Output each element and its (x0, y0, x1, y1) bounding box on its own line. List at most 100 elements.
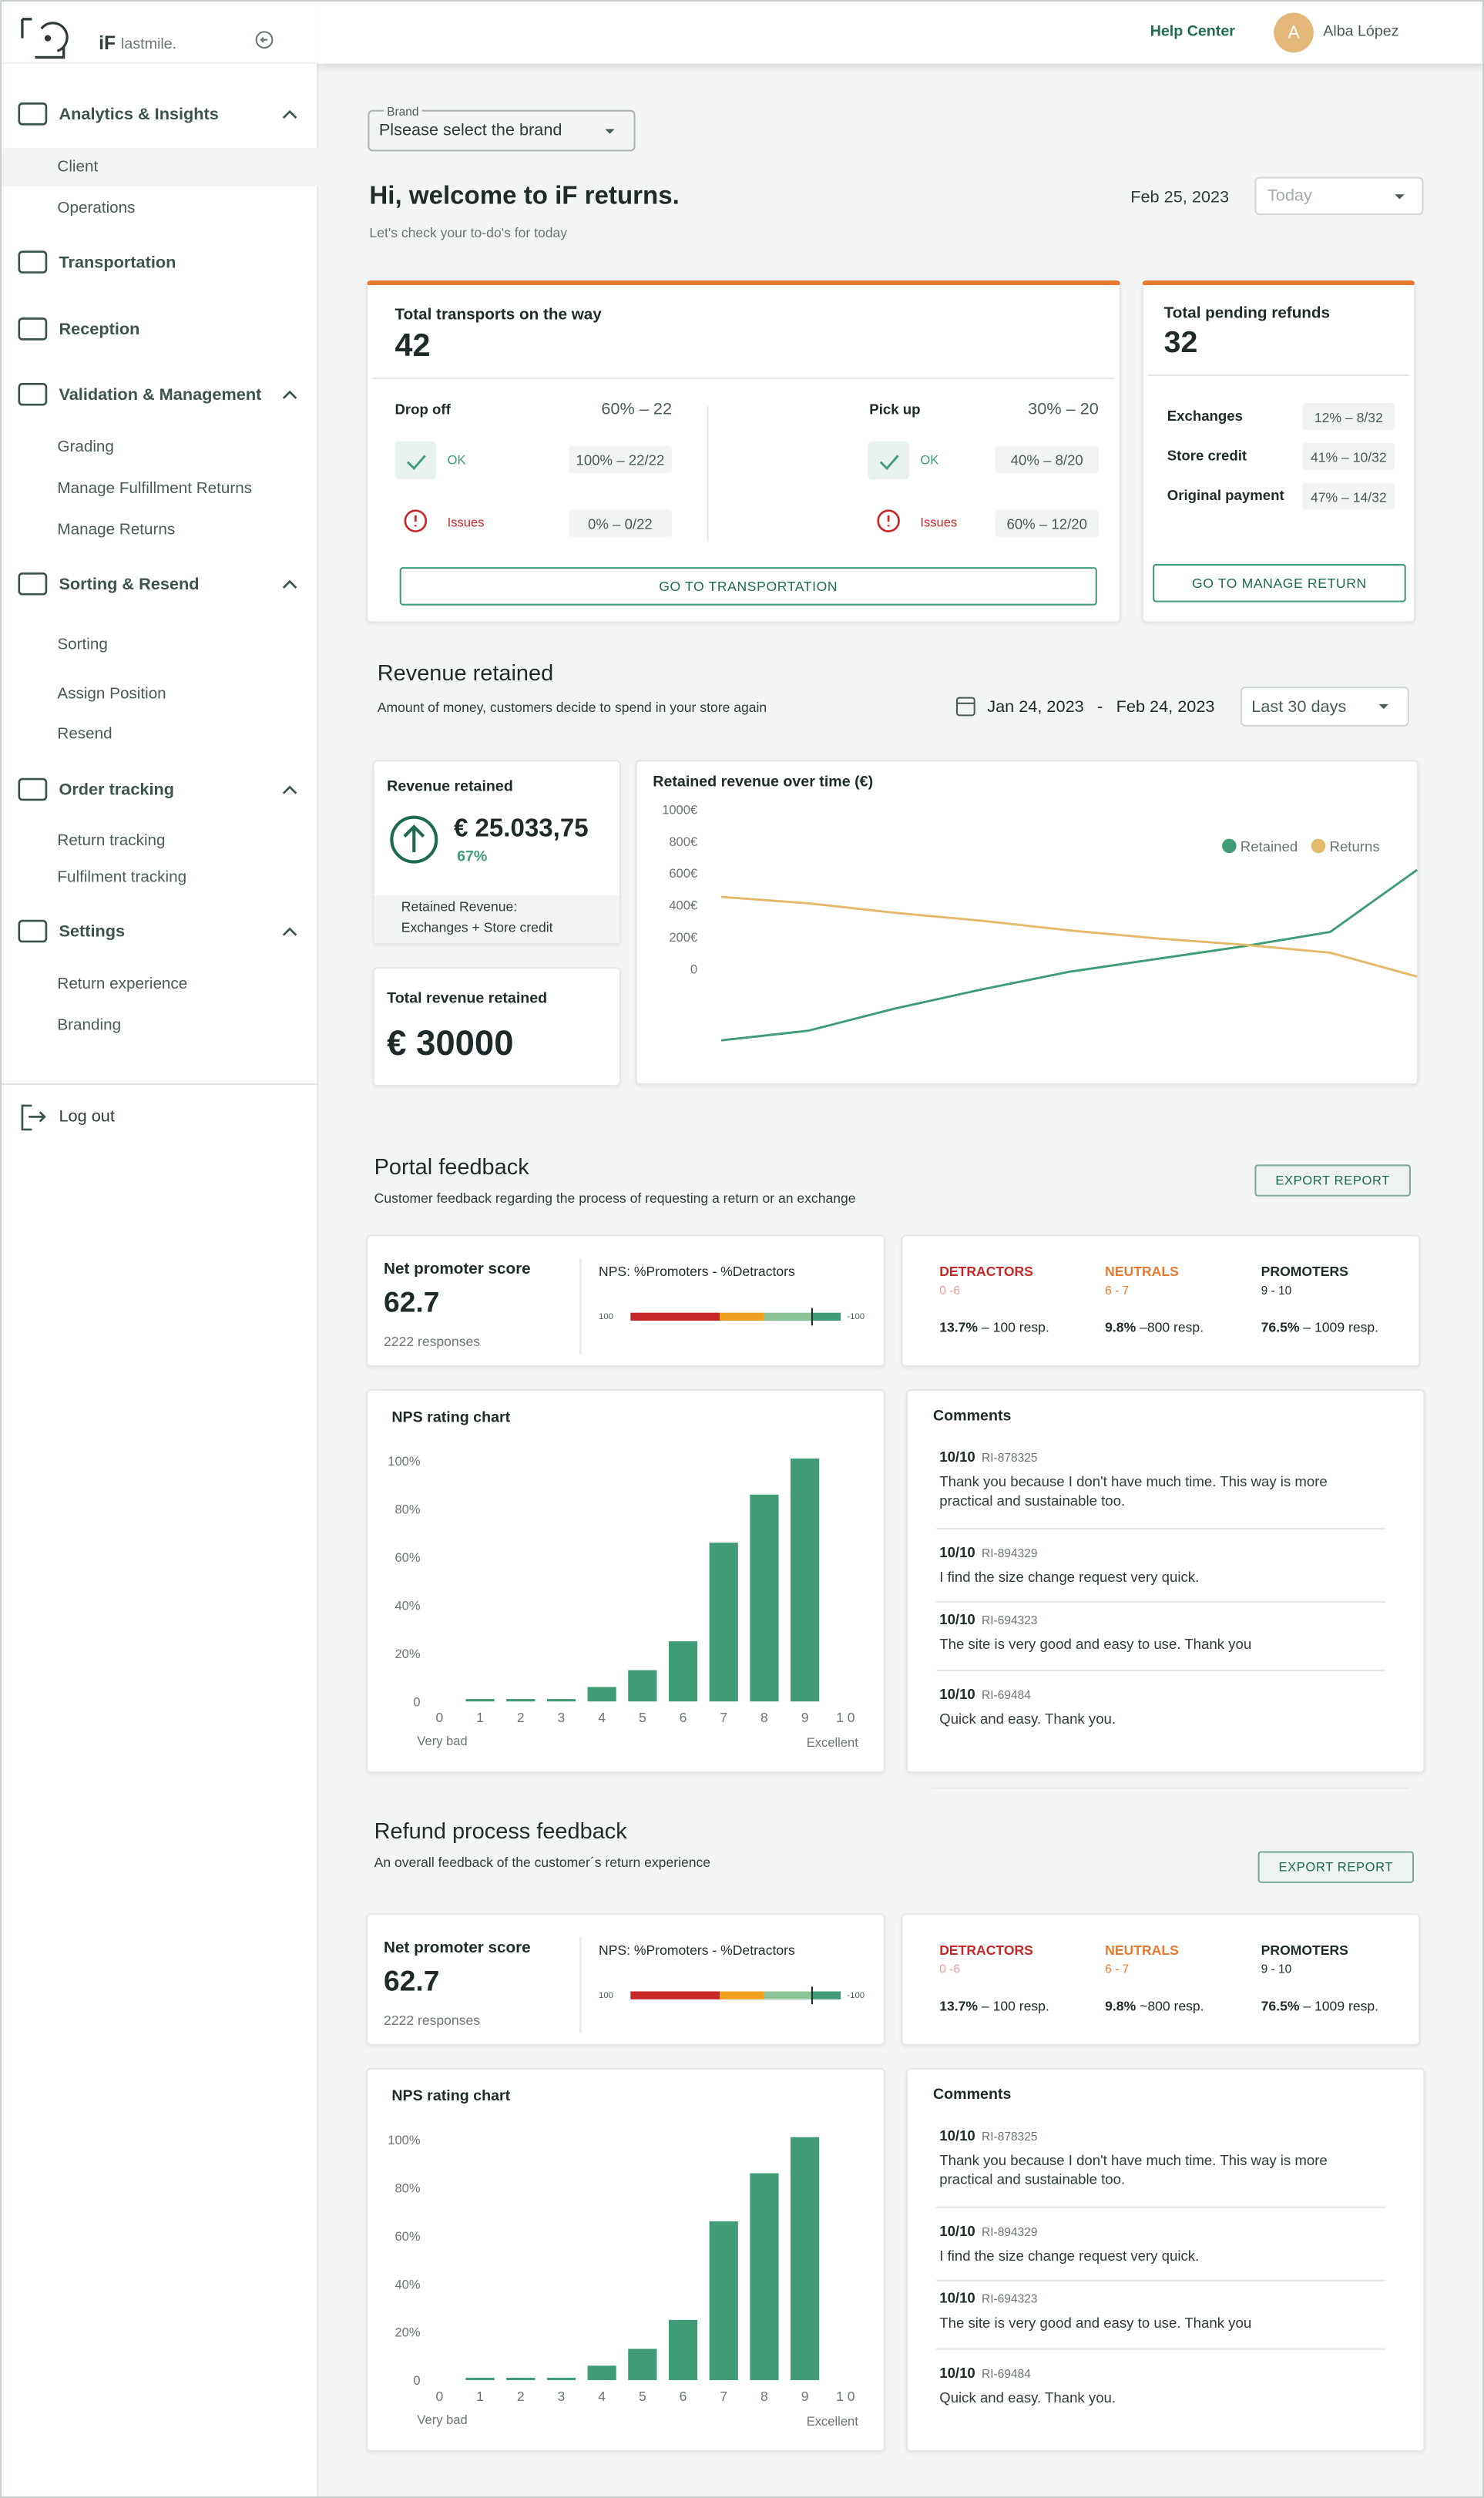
menu-section[interactable]: Settings (59, 922, 126, 942)
x-max-label: Excellent (806, 1735, 858, 1751)
group-percent: 76.5% (1261, 1997, 1300, 2014)
section-subtitle: Customer feedback regarding the process … (374, 1190, 856, 1207)
comment-text: I find the size change request very quic… (939, 1569, 1200, 1586)
user-name[interactable]: Alba López (1323, 22, 1399, 41)
card-title: Revenue retained (387, 778, 513, 796)
comment-text: Quick and easy. Thank you. (939, 2389, 1116, 2406)
export-button[interactable] (1257, 1851, 1415, 1883)
menu-section[interactable]: Order tracking (59, 781, 174, 800)
section-title: Portal feedback (374, 1153, 529, 1180)
menu-item[interactable]: Sorting (57, 636, 108, 654)
section-title: Revenue retained (377, 659, 554, 686)
nps-responses: 2222 responses (384, 1333, 481, 1350)
revenue-amount: € 25.033,75 (453, 815, 589, 843)
welcome-subtitle: Let's check your to-do's for today (369, 224, 568, 241)
value-box (1302, 442, 1395, 470)
menu-item[interactable]: Manage Fulfillment Returns (57, 480, 253, 499)
group-range: 0 -6 (939, 1283, 960, 1298)
menu-section[interactable]: Analytics & Insights (59, 105, 219, 125)
ok-label: OK (920, 453, 939, 468)
comment-id: RI-894329 (982, 2224, 1038, 2240)
value-box (568, 445, 673, 474)
menu-item[interactable]: Assign Position (57, 686, 166, 703)
menu-section[interactable]: Validation & Management (59, 385, 262, 405)
button-label[interactable]: GO TO MANAGE RETURN (1192, 575, 1367, 592)
comment-id: RI-878325 (982, 2129, 1038, 2144)
menu-item[interactable]: Operations (57, 200, 136, 218)
comment-text: Thank you because I don't have much time… (939, 2152, 1328, 2187)
comment-rating: 10/10 (939, 2127, 975, 2144)
gauge-min: -100 (847, 1312, 865, 1323)
group-percent: 13.7% (939, 1997, 979, 2014)
logout[interactable]: Log out (59, 1106, 115, 1126)
nps-responses: 2222 responses (384, 2012, 481, 2029)
sidebar (0, 0, 319, 2498)
total-revenue-card (372, 967, 621, 1087)
refund-button[interactable] (1153, 563, 1406, 603)
group-value: 76.5% – 1009 resp. (1261, 1319, 1378, 1335)
button-label[interactable]: GO TO TRANSPORTATION (659, 578, 838, 595)
group-responses: – 1009 resp. (1299, 1318, 1379, 1335)
ok-label: OK (447, 453, 466, 468)
ok-icon (395, 441, 437, 480)
export-button[interactable] (1254, 1164, 1411, 1197)
refund-value: 41% – 10/32 (1311, 448, 1387, 465)
menu-item[interactable]: Manage Returns (57, 522, 176, 539)
comment-id: RI-694323 (982, 1613, 1038, 1628)
revenue-percent: 67% (457, 848, 488, 866)
menu-item[interactable]: Return tracking (57, 832, 166, 851)
value-box (995, 509, 1099, 537)
comment-head: 10/10 RI-878325 (939, 1449, 1037, 1466)
comment-divider (936, 1669, 1385, 1671)
group-label: DETRACTORS (939, 1942, 1033, 1959)
group-label: PROMOTERS (1261, 1263, 1348, 1280)
menu-section[interactable]: Sorting & Resend (59, 575, 200, 595)
menu-item[interactable]: Branding (57, 1017, 122, 1035)
nps-card (366, 1913, 885, 2046)
menu-item[interactable]: Grading (57, 438, 114, 457)
export-label[interactable]: EXPORT REPORT (1278, 1859, 1394, 1875)
menu-item[interactable]: Resend (57, 725, 112, 744)
gauge-max: 100 (599, 1991, 613, 2001)
section-subtitle: Amount of money, customers decide to spe… (377, 699, 767, 716)
menu-section[interactable]: Transportation (59, 253, 176, 273)
refund-label: Original payment (1167, 487, 1284, 504)
nps-card (366, 1234, 885, 1368)
menu-item[interactable]: Return experience (57, 975, 188, 994)
group-label: Drop off (395, 401, 451, 418)
export-label[interactable]: EXPORT REPORT (1275, 1173, 1390, 1188)
refund-value: 47% – 14/32 (1311, 488, 1387, 505)
revenue-note-bg (374, 895, 619, 944)
calendar-icon (955, 697, 975, 717)
comment-rating: 10/10 (939, 1611, 975, 1628)
help-center[interactable]: Help Center (1150, 22, 1235, 41)
group-responses: –800 resp. (1136, 1318, 1204, 1335)
value-box (1302, 403, 1395, 431)
comment-divider (936, 2206, 1385, 2208)
date-from: Jan 24, 2023 (987, 697, 1084, 717)
menu-section[interactable]: Reception (59, 320, 140, 340)
menu-item[interactable]: Fulfilment tracking (57, 868, 187, 887)
refund-label: Store credit (1167, 447, 1247, 464)
group-responses: – 100 resp. (978, 1997, 1049, 2014)
refund-label: Exchanges (1167, 408, 1243, 424)
comment-id: RI-694323 (982, 2292, 1038, 2306)
comment-head: 10/10 RI-69484 (939, 1687, 1031, 1704)
section-subtitle: An overall feedback of the customer´s re… (374, 1854, 711, 1871)
x-max-label: Excellent (806, 2414, 858, 2429)
issues-label: Issues (447, 515, 485, 530)
sidebar-divider (0, 1083, 319, 1086)
comment-head: 10/10 RI-694323 (939, 1611, 1037, 1629)
nps-value: 62.7 (384, 1965, 440, 1997)
group-responses: ~800 resp. (1136, 1997, 1204, 2014)
date-select-text: Today (1267, 186, 1312, 206)
menu-item[interactable]: Client (57, 158, 99, 176)
group-range: 6 - 7 (1105, 1962, 1130, 1976)
today-date: Feb 25, 2023 (1130, 187, 1230, 207)
comment-divider (936, 2279, 1385, 2281)
comment-rating: 10/10 (939, 2290, 975, 2306)
comment-id: RI-69484 (982, 2366, 1031, 2382)
transport-button[interactable] (399, 567, 1097, 606)
